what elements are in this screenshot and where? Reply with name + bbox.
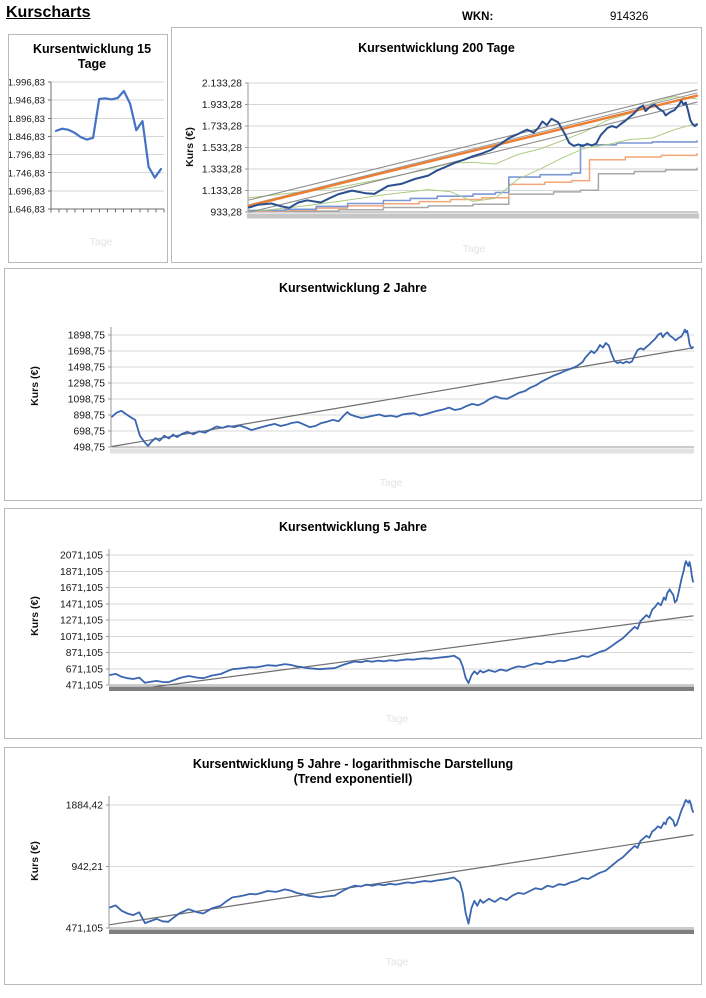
wkn-label: WKN: [462,11,494,23]
svg-text:1.996,83: 1.996,83 [9,78,45,89]
page-title: Kurscharts [6,4,91,21]
svg-text:1.333,28: 1.333,28 [202,165,242,176]
svg-text:1.946,83: 1.946,83 [9,96,45,107]
chart-plot-area: 2071,105 1871,105 1671,105 1471,105 1271,105… [60,549,694,692]
svg-text:1871,105: 1871,105 [60,567,103,578]
svg-text:471,105: 471,105 [66,924,103,935]
svg-text:671,105: 671,105 [66,664,103,675]
chart-subtitle: (Trend exponentiell) [293,772,413,786]
chart-box-kursentwicklung-15-tage: Kursentwicklung 15 Tage 1.996,83 1.946,83… [8,34,168,263]
svg-text:1898,75: 1898,75 [68,331,105,342]
svg-text:1884,42: 1884,42 [66,801,103,812]
x-axis-title-watermark: Tage [385,956,409,968]
chart-box-kursentwicklung-5-jahre-log: Kursentwicklung 5 Jahre - logarithmische… [4,747,702,985]
svg-text:933,28: 933,28 [211,208,243,219]
chart-title: Kursentwicklung 5 Jahre [279,520,427,534]
svg-text:1.896,83: 1.896,83 [9,114,45,125]
svg-text:698,75: 698,75 [74,427,106,438]
svg-text:1.933,28: 1.933,28 [202,100,242,111]
svg-text:1.696,83: 1.696,83 [9,187,45,198]
svg-text:1498,75: 1498,75 [68,363,105,374]
chart-plot-area: 2.133,28 1.933,28 1.733,28 1.533,28 1.333,28… [202,79,699,219]
svg-text:1271,105: 1271,105 [60,616,103,627]
svg-text:471,105: 471,105 [66,681,103,692]
svg-text:1698,75: 1698,75 [68,347,105,358]
svg-text:942,21: 942,21 [72,862,104,873]
chart-box-kursentwicklung-5-jahre: Kursentwicklung 5 Jahre Kurs (€) 2071,10… [4,508,702,739]
svg-text:1.733,28: 1.733,28 [202,122,242,133]
chart-title: Kursentwicklung 2 Jahre [279,281,427,295]
chart-box-kursentwicklung-2-jahre: Kursentwicklung 2 Jahre Kurs (€) 1898,75… [4,268,702,501]
chart-plot-area: 1898,75 1698,75 1498,75 1298,75 1098,75 898,7… [68,327,694,454]
chart-plot-area: 1.996,83 1.946,83 1.896,83 1.846,83 1.796,83… [9,78,165,216]
svg-text:1071,105: 1071,105 [60,632,103,643]
chart-title: Kursentwicklung 5 Jahre - logarithmische… [192,757,514,771]
svg-text:1.796,83: 1.796,83 [9,150,45,161]
svg-text:498,75: 498,75 [74,443,106,454]
svg-text:1298,75: 1298,75 [68,379,105,390]
svg-text:1.846,83: 1.846,83 [9,132,45,143]
chart-title: Kursentwicklung 200 Tage [358,41,515,55]
x-axis-title-watermark: Tage [385,713,409,725]
svg-text:1.746,83: 1.746,83 [9,168,45,179]
chart-plot-area: 1884,42 942,21 471,105 [66,796,694,935]
x-axis-title-watermark: Tage [379,477,403,489]
svg-text:871,105: 871,105 [66,648,103,659]
wkn-value: 914326 [610,11,649,23]
svg-text:2.133,28: 2.133,28 [202,79,242,90]
svg-text:898,75: 898,75 [74,411,106,422]
svg-text:2071,105: 2071,105 [60,551,103,562]
svg-text:1.646,83: 1.646,83 [9,205,45,216]
svg-text:1.533,28: 1.533,28 [202,143,242,154]
chart-box-kursentwicklung-200-tage: Kursentwicklung 200 Tage Kurs (€) 2.133,… [171,27,702,263]
svg-text:1671,105: 1671,105 [60,583,103,594]
svg-text:1098,75: 1098,75 [68,395,105,406]
x-axis-title-watermark: Tage [89,236,113,248]
svg-text:1.133,28: 1.133,28 [202,186,242,197]
x-axis-title-watermark: Tage [462,243,486,255]
chart-title: Kursentwicklung 15 Tage [32,42,152,71]
svg-text:1471,105: 1471,105 [60,599,103,610]
